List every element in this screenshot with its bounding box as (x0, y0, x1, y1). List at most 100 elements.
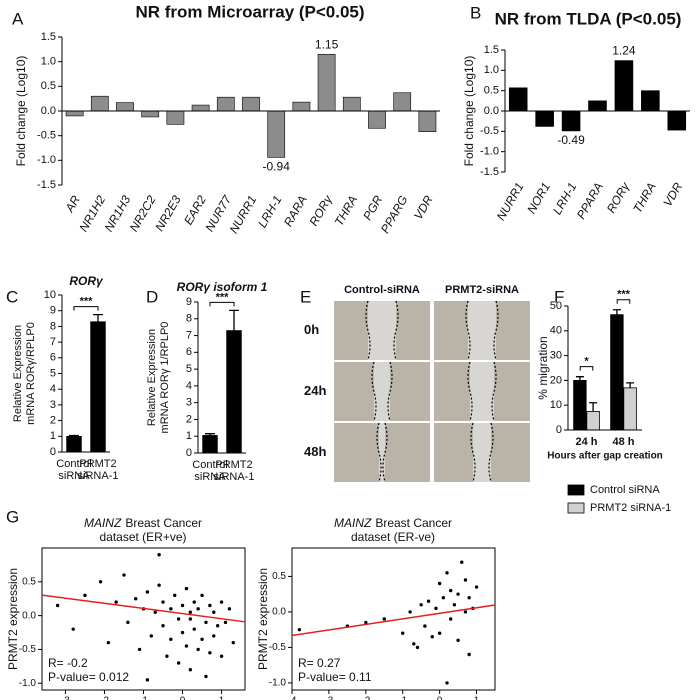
bar (614, 60, 634, 112)
bar (166, 110, 185, 125)
gap-area (374, 362, 390, 421)
bar (610, 314, 624, 431)
point (114, 600, 118, 604)
point (196, 607, 200, 611)
bar (667, 110, 687, 131)
legend-swatch (567, 502, 585, 514)
y-tick-label: -1.0 (37, 154, 56, 166)
point (463, 578, 468, 582)
point (157, 553, 161, 557)
bar (267, 110, 286, 158)
gap-edge (371, 361, 377, 422)
point (219, 654, 224, 658)
y-tick-label: 1 (186, 430, 192, 442)
chart-title: dataset (ER-ve) (351, 530, 435, 544)
point (212, 634, 216, 638)
bar (242, 96, 260, 112)
annotation: P-value= 0.11 (298, 670, 372, 684)
point (437, 631, 442, 635)
point (133, 597, 138, 601)
x-tick-label: 48 h (612, 436, 634, 448)
legend-label: Control siRNA (590, 484, 660, 496)
x-tick-label: 0 (437, 696, 443, 700)
y-tick-label: 0.0 (41, 105, 56, 117)
point (423, 624, 427, 628)
x-tick-label: siRNA (194, 471, 226, 483)
y-tick-label: -1.5 (480, 166, 499, 178)
point (173, 593, 177, 598)
bar (65, 110, 84, 117)
point (176, 661, 181, 665)
chart-title-prefix: MAINZ (334, 516, 372, 530)
y-tick-label: 0.0 (22, 610, 36, 621)
panel-letter: D (146, 287, 158, 306)
x-tick-label: Control (56, 458, 91, 470)
fit-line (291, 604, 496, 637)
x-tick-label: NURR1 (494, 180, 527, 223)
significance-bracket (579, 366, 594, 371)
error-bar (589, 402, 598, 412)
bar (561, 110, 581, 132)
error-bar (69, 434, 79, 437)
y-tick-label: 0.0 (272, 607, 286, 618)
y-tick-label: 2 (50, 415, 56, 427)
x-tick-label: -2 (361, 696, 370, 700)
point (408, 610, 412, 614)
gap-edge (387, 361, 393, 422)
point (460, 560, 464, 564)
point (437, 581, 442, 586)
point (215, 624, 220, 628)
point (412, 642, 416, 646)
point (208, 651, 212, 655)
significance-label: *** (617, 289, 631, 301)
y-tick-label: 4 (50, 383, 56, 395)
legend-label: PRMT2 siRNA-1 (590, 502, 671, 514)
y-tick-label: 1.5 (41, 31, 56, 43)
bar (535, 110, 554, 127)
y-tick-label: 3 (186, 397, 192, 409)
point (165, 654, 169, 658)
chart-title: dataset (ER+ve) (99, 530, 186, 544)
x-tick-label: 1 (474, 696, 480, 700)
point (192, 627, 196, 631)
point (419, 603, 423, 607)
gap-edge (365, 300, 371, 361)
point (180, 603, 185, 608)
bar (141, 110, 160, 118)
y-tick-label: -1.5 (37, 179, 56, 191)
error-bar (575, 376, 584, 381)
y-tick-label: 30 (550, 350, 562, 362)
y-tick-label: 3 (50, 399, 56, 411)
x-tick-label: siRNA (58, 470, 90, 482)
y-tick-label: 0.5 (272, 571, 286, 582)
point (55, 603, 60, 608)
bar (202, 435, 218, 454)
y-axis-label: Fold change (Log10) (14, 56, 28, 167)
bar (90, 95, 109, 112)
chart-title: Breast Cancer (125, 516, 202, 530)
x-tick-label: RORγ (306, 192, 335, 228)
point (456, 592, 460, 596)
x-tick-label: RARA (281, 193, 310, 229)
column-label: Control-siRNA (344, 284, 420, 296)
x-tick-label: PGR (360, 193, 385, 223)
x-tick-label: -2 (100, 696, 109, 700)
point (467, 596, 471, 600)
y-tick-label: 8 (186, 313, 192, 325)
bar (623, 387, 637, 431)
point (145, 678, 150, 682)
x-tick-label: siRNA-1 (214, 471, 255, 483)
y-tick-label: 9 (186, 296, 192, 308)
y-axis-label: PRMT2 expression (256, 568, 270, 670)
gap-edge (465, 300, 471, 361)
x-tick-label: -1 (398, 696, 407, 700)
bar (317, 53, 336, 112)
gap-area (379, 423, 385, 482)
y-tick-label: -1.0 (480, 146, 499, 158)
point (445, 681, 449, 685)
point (169, 637, 173, 641)
y-tick-label: 0.5 (22, 576, 36, 587)
bar (508, 87, 528, 112)
y-axis-label: Relative Expression (146, 329, 158, 426)
gap-edge (393, 300, 399, 361)
